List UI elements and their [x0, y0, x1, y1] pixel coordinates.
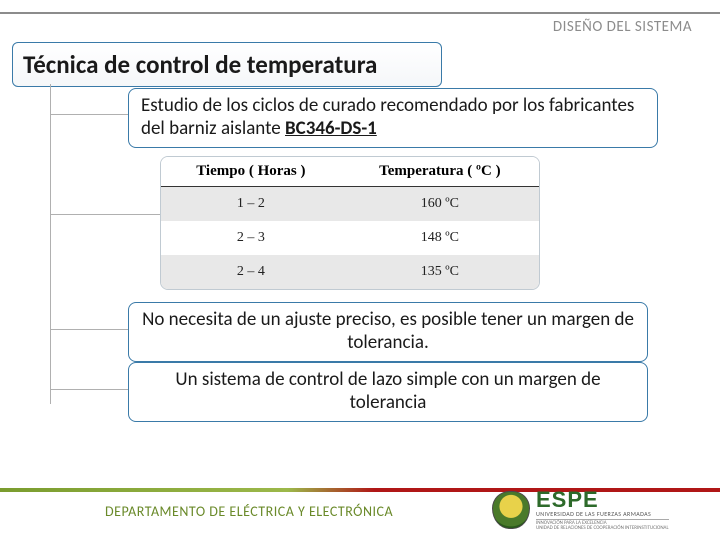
- cell-temp: 135 ºC: [341, 255, 539, 289]
- note1-box: No necesita de un ajuste preciso, es pos…: [128, 302, 648, 362]
- connector-h2: [50, 214, 160, 215]
- connector-h1: [50, 114, 128, 115]
- connector-vertical: [50, 84, 51, 404]
- table-row: 2 – 4 135 ºC: [161, 255, 539, 289]
- section-label: DISEÑO DEL SISTEMA: [553, 18, 692, 36]
- footer-dept: DEPARTAMENTO DE ELÉCTRICA Y ELECTRÓNICA: [105, 503, 393, 520]
- cell-time: 1 – 2: [161, 187, 341, 222]
- logo-sub1: UNIVERSIDAD DE LAS FUERZAS ARMADAS: [536, 511, 669, 517]
- footer: DEPARTAMENTO DE ELÉCTRICA Y ELECTRÓNICA …: [0, 476, 720, 540]
- curing-table: Tiempo ( Horas ) Temperatura ( ºC ) 1 – …: [160, 156, 540, 290]
- product-code: BC346-DS-1: [285, 117, 377, 140]
- study-text: Estudio de los ciclos de curado recomend…: [141, 94, 634, 140]
- logo-main: ESPE: [536, 489, 669, 511]
- note2-box: Un sistema de control de lazo simple con…: [128, 362, 648, 422]
- slide-title: Técnica de control de temperatura: [12, 42, 442, 87]
- col-temp: Temperatura ( ºC ): [341, 157, 539, 187]
- cell-time: 2 – 4: [161, 255, 341, 289]
- table-row: 1 – 2 160 ºC: [161, 187, 539, 222]
- connector-h4: [50, 389, 128, 390]
- table-row: 2 – 3 148 ºC: [161, 221, 539, 255]
- top-divider: [0, 12, 720, 14]
- study-box: Estudio de los ciclos de curado recomend…: [128, 88, 658, 148]
- table-header-row: Tiempo ( Horas ) Temperatura ( ºC ): [161, 157, 539, 187]
- cell-time: 2 – 3: [161, 221, 341, 255]
- cell-temp: 160 ºC: [341, 187, 539, 222]
- logo-sub3: UNIDAD DE RELACIONES DE COOPERACIÓN INTE…: [536, 526, 669, 531]
- connector-h3: [50, 329, 128, 330]
- logo-text: ESPE UNIVERSIDAD DE LAS FUERZAS ARMADAS …: [536, 489, 669, 531]
- cell-temp: 148 ºC: [341, 221, 539, 255]
- footer-logo: ESPE UNIVERSIDAD DE LAS FUERZAS ARMADAS …: [492, 488, 702, 532]
- col-time: Tiempo ( Horas ): [161, 157, 341, 187]
- crest-icon: [492, 491, 530, 529]
